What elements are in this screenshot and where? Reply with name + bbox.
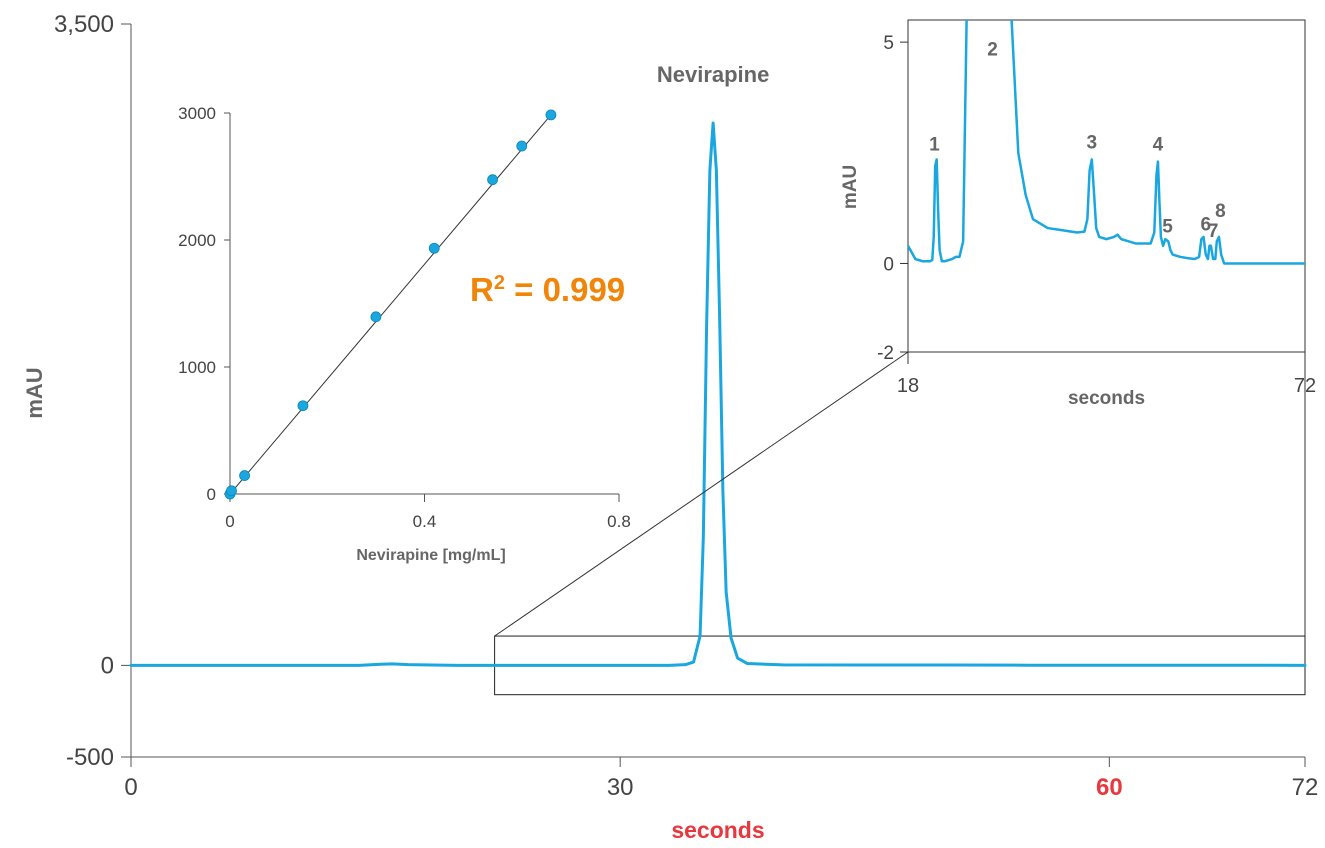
- peak-number-label: 5: [1162, 216, 1173, 237]
- main-y-tick-label: 3,500: [54, 11, 114, 38]
- main-x-tick-label: 0: [124, 774, 137, 801]
- calib-y-tick-label: 0: [207, 485, 216, 504]
- peak-number-label: 4: [1153, 135, 1164, 156]
- r-squared-prefix: R: [470, 271, 494, 308]
- zoom-x-tick-label: 72: [1294, 375, 1316, 397]
- zoom-y-tick-label: 0: [883, 254, 894, 275]
- zoom-trace-line: [908, 20, 1305, 265]
- zoom-x-tick-label: 18: [897, 375, 919, 397]
- calib-data-point: [239, 470, 250, 481]
- main-trace-line: [129, 121, 1307, 667]
- main-x-axis-label: seconds: [671, 817, 764, 843]
- zoom-inset: 5 0 -218 72 seconds mAU 1 2 3 4 5 678: [840, 19, 1316, 409]
- nevirapine-peak-label: Nevirapine: [657, 62, 770, 87]
- zoom-connector-left: [494, 351, 909, 637]
- zoom-x-axis-label: seconds: [1068, 388, 1145, 409]
- r-squared-superscript: 2: [494, 272, 505, 294]
- main-y-tick-label: -500: [66, 744, 114, 771]
- r-squared-value: = 0.999: [505, 271, 625, 308]
- peak-number-label: 2: [987, 39, 998, 60]
- main-y-tick-label: 0: [101, 652, 114, 679]
- calib-y-tick-label: 3000: [178, 104, 216, 123]
- calib-data-point: [428, 242, 440, 254]
- calib-x-tick-label: 0.4: [413, 512, 437, 531]
- calibration-inset: 0 1000 2000 3000 0 0.4 0.8 Nevirapine [mg/mL] R2…: [178, 104, 631, 564]
- calib-data-point: [545, 109, 557, 121]
- calib-data-point: [370, 311, 382, 323]
- calib-fit-line: [229, 114, 552, 495]
- peak-number-label: 3: [1087, 132, 1098, 153]
- zoom-connector-lines: [494, 351, 1306, 637]
- main-x-tick-label: 60: [1096, 774, 1123, 801]
- r-squared-annotation: R2 = 0.999: [470, 271, 625, 308]
- calib-x-tick-label: 0.8: [607, 512, 631, 531]
- calib-data-point: [516, 140, 528, 152]
- peak-number-label: 8: [1215, 201, 1226, 222]
- main-y-axis-label: mAU: [22, 367, 47, 418]
- peak-number-label: 1: [929, 135, 940, 156]
- peak-number-label: 7: [1208, 221, 1219, 242]
- calib-x-tick-label: 0: [225, 512, 234, 531]
- zoom-y-axis-label: mAU: [840, 165, 861, 209]
- zoom-y-tick-label: -2: [877, 343, 894, 364]
- calib-data-point: [487, 174, 498, 186]
- main-x-tick-label: 72: [1292, 774, 1319, 801]
- main-x-tick-label: 30: [607, 774, 634, 801]
- calib-y-tick-label: 1000: [178, 358, 216, 377]
- zoom-y-tick-label: 5: [883, 33, 894, 54]
- calib-y-tick-label: 2000: [178, 231, 216, 250]
- peak-number-label: 6: [1200, 214, 1211, 235]
- calib-data-point: [297, 400, 309, 412]
- calib-data-point: [226, 485, 237, 497]
- calib-x-axis-label: Nevirapine [mg/mL]: [356, 547, 505, 564]
- zoom-inset-frame: [907, 19, 1306, 353]
